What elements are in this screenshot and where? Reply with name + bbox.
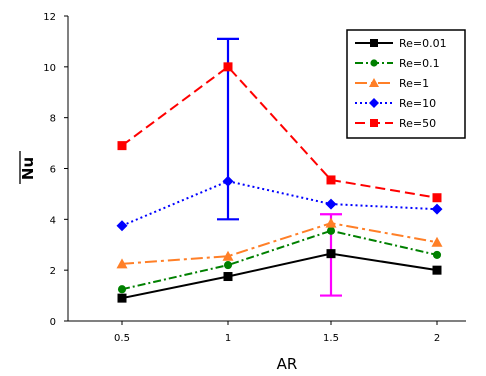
y-tick-label: 8 [50,114,56,125]
x-tick-label: 1.5 [323,333,339,344]
marker-square [370,119,378,127]
marker-triangle [325,217,337,228]
marker-square [326,249,336,259]
series-lines [121,65,438,300]
marker-square [432,265,442,275]
series-line [121,65,438,199]
legend: Re=0.01 Re=0.1 Re=1 Re=10 Re=50 [346,29,466,139]
series-line [121,229,438,291]
marker-square [370,39,378,47]
marker-square [326,175,336,185]
marker-circle [223,261,233,270]
y-tick-label: 12 [43,12,56,23]
x-tick-label: 2 [434,333,440,344]
marker-square [223,272,233,282]
series-line [121,252,438,300]
marker-diamond [222,175,234,187]
legend-label: Re=1 [399,77,429,90]
marker-triangle [431,236,443,247]
series-line [121,222,438,265]
marker-circle [432,250,442,259]
marker-circle [326,226,336,235]
x-tick-label: 1 [225,333,231,344]
marker-square [117,293,127,303]
marker-square [223,62,233,72]
y-axis-label: Nu [19,157,37,180]
marker-circle [117,285,127,294]
series-markers [116,62,443,303]
legend-label: Re=10 [399,97,436,110]
legend-label: Re=0.01 [399,37,447,50]
legend-label: Re=50 [399,117,436,130]
marker-diamond [325,198,337,210]
marker-square [117,141,127,151]
marker-triangle [369,78,379,87]
y-tick-label: 2 [50,266,56,277]
marker-diamond [431,203,443,215]
y-tick-label: 6 [50,165,56,176]
x-tick-label: 0.5 [114,333,130,344]
series-line [121,180,438,227]
marker-circle [370,59,378,67]
error-bars [217,37,342,297]
marker-diamond [369,98,379,108]
axes: 0 2 4 6 8 10 12 0.5 1 1.5 2 [19,12,466,344]
marker-diamond [116,220,128,232]
y-tick-label: 0 [50,317,56,328]
marker-triangle [116,258,128,269]
marker-square [432,193,442,203]
legend-label: Re=0.1 [399,57,440,70]
y-tick-label: 4 [50,215,56,226]
marker-triangle [222,250,234,261]
x-axis-label: AR [277,355,298,373]
y-tick-label: 10 [43,63,56,74]
